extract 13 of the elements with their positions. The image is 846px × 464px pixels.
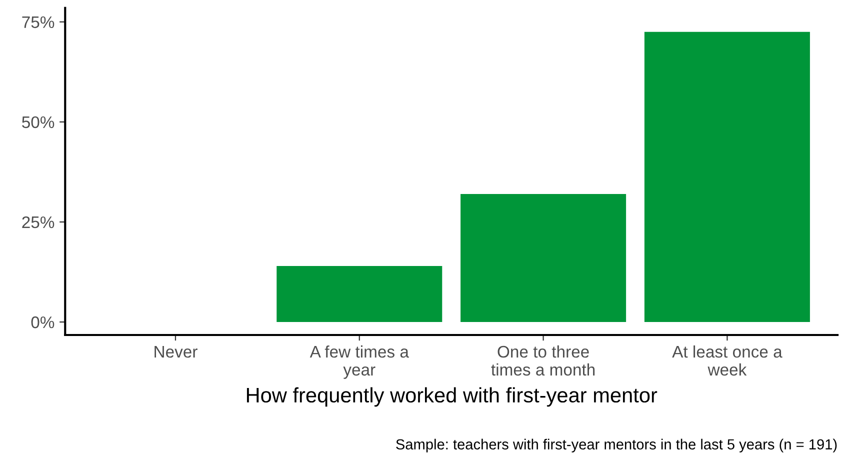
x-tick-label: A few times a year xyxy=(310,345,409,379)
y-tick-label: 25% xyxy=(22,216,54,228)
y-tick-label: 0% xyxy=(31,316,54,328)
bar xyxy=(644,32,810,322)
y-tick-label: 50% xyxy=(22,116,54,128)
x-axis-title: How frequently worked with first-year mentor xyxy=(246,387,658,407)
x-tick-label: Never xyxy=(154,346,198,358)
x-tick-label: One to three times a month xyxy=(491,345,595,376)
x-tick-label: At least once a week xyxy=(672,345,782,376)
bar xyxy=(460,194,626,322)
y-tick-label: 75% xyxy=(22,16,54,28)
bar xyxy=(276,266,442,322)
text: Sample: teachers with first-year mentors in the last 5 years (n = 191) xyxy=(396,438,837,452)
